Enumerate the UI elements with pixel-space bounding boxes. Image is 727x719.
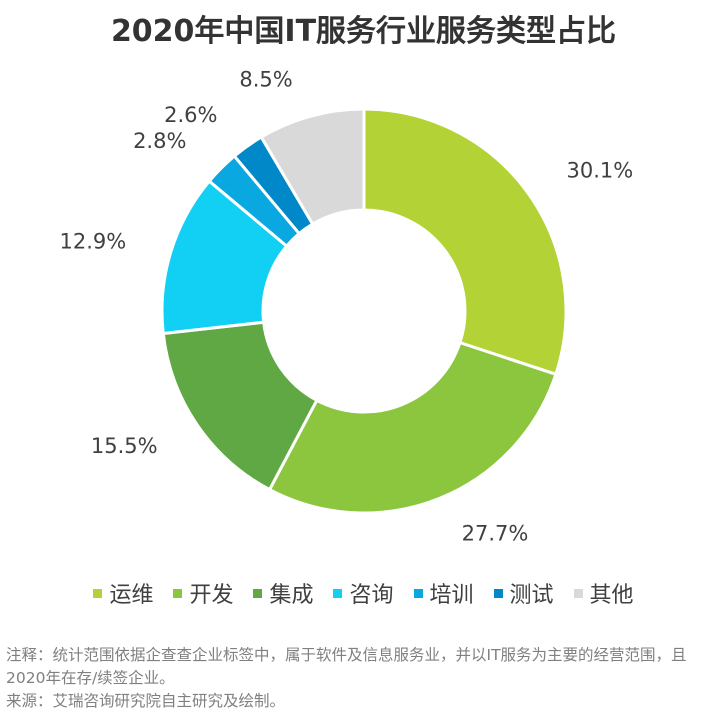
footnote: 注释：统计范围依据企查查企业标签中，属于软件及信息服务业，并以IT服务为主要的经… bbox=[6, 644, 722, 713]
legend-item-yunwei: 运维 bbox=[93, 577, 153, 609]
legend-swatch bbox=[253, 588, 263, 598]
donut-slice-kaifa bbox=[267, 340, 558, 515]
legend-label: 咨询 bbox=[349, 583, 394, 608]
legend-item-qita: 其他 bbox=[573, 577, 634, 609]
legend-label: 测试 bbox=[509, 583, 554, 608]
chart-title: 2020年中国IT服务行业服务类型占比 bbox=[110, 14, 617, 49]
legend-item-zixun: 咨询 bbox=[333, 577, 394, 609]
legend-swatch bbox=[573, 588, 583, 598]
legend-item-jicheng: 集成 bbox=[253, 577, 313, 609]
data-label-jicheng: 15.5% bbox=[91, 434, 158, 458]
legend-label: 开发 bbox=[189, 583, 234, 608]
data-label-kaifa: 27.7% bbox=[462, 522, 529, 546]
legend-item-ceshi: 测试 bbox=[493, 577, 554, 609]
legend-swatch bbox=[333, 588, 343, 598]
legend-label: 运维 bbox=[109, 583, 154, 608]
legend-label: 其他 bbox=[589, 583, 634, 608]
data-label-qita: 8.5% bbox=[239, 67, 292, 91]
data-label-ceshi: 2.6% bbox=[164, 103, 217, 127]
donut-slice-yunwei bbox=[362, 107, 568, 377]
legend-swatch bbox=[413, 588, 423, 598]
donut-slice-qita bbox=[259, 107, 366, 227]
legend-swatch bbox=[173, 588, 183, 598]
legend-label: 集成 bbox=[269, 583, 314, 608]
donut-slice-jicheng bbox=[161, 320, 319, 492]
legend-item-peixun: 培训 bbox=[413, 577, 474, 609]
legend-item-kaifa: 开发 bbox=[173, 577, 233, 609]
legend-swatch bbox=[93, 588, 103, 598]
footnote-note: 注释：统计范围依据企查查企业标签中，属于软件及信息服务业，并以IT服务为主要的经… bbox=[6, 646, 687, 687]
legend-label: 培训 bbox=[429, 583, 474, 608]
data-label-zixun: 12.9% bbox=[60, 230, 127, 254]
data-label-peixun: 2.8% bbox=[133, 129, 186, 153]
footnote-source: 来源：艾瑞咨询研究院自主研究及绘制。 bbox=[6, 692, 286, 710]
chart-legend: 运维 开发 集成 咨询 培训 测试 其他 bbox=[0, 577, 727, 609]
legend-swatch bbox=[493, 588, 503, 598]
data-label-yunwei: 30.1% bbox=[566, 158, 633, 182]
